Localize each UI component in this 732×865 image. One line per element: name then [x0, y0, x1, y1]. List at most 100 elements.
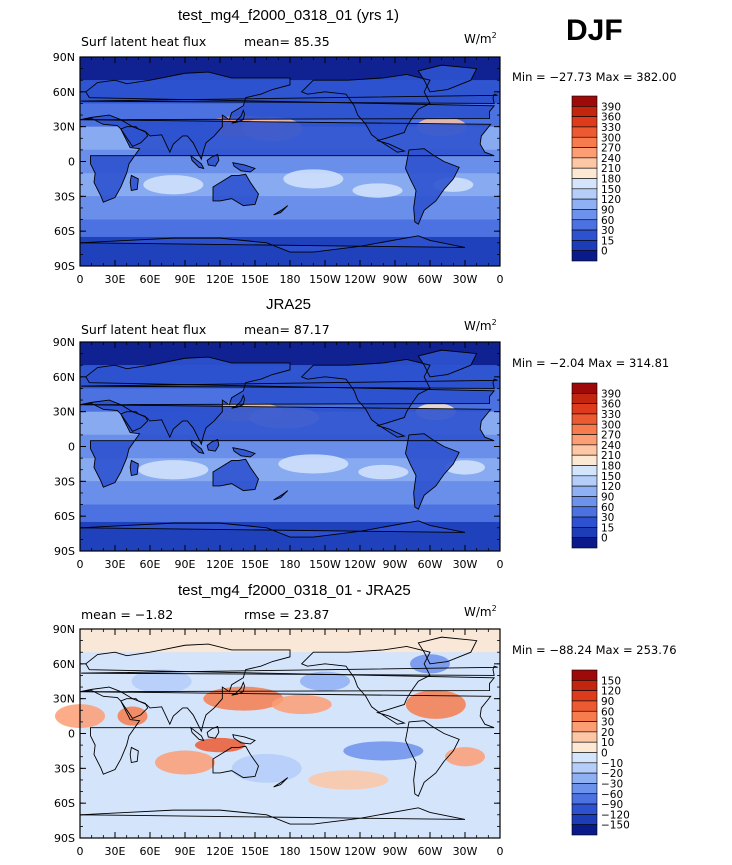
- colorbar-label: 120: [601, 194, 621, 206]
- colorbar-swatch: [571, 157, 598, 169]
- colorbar-swatch: [571, 219, 598, 231]
- panel-1-units: W/m2: [464, 31, 497, 46]
- coast-southAmerica: [405, 148, 460, 225]
- lon-tick-label: 180: [280, 845, 301, 858]
- colorbar-swatch: [571, 178, 598, 190]
- colorbar-swatch: [571, 188, 598, 200]
- coast-arabia: [120, 698, 149, 719]
- coast-africa: [79, 690, 495, 775]
- coast-australia: [212, 173, 259, 207]
- colorbar-label: 90: [601, 204, 614, 216]
- lon-tick-label: 0: [77, 558, 84, 571]
- coast-uk: [81, 93, 498, 104]
- lat-tick-label: 90N: [53, 336, 75, 349]
- colorbar-swatch: [571, 537, 598, 549]
- colorbar-swatch: [571, 240, 598, 251]
- colorbar-swatch: [571, 413, 598, 425]
- lat-tick-label: 0: [68, 156, 75, 169]
- lon-tick-label: 60W: [418, 273, 443, 286]
- panel-2-variable-label: Surf latent heat flux: [81, 322, 207, 337]
- lon-tick-label: 0: [497, 273, 504, 286]
- colorbar-label: 300: [601, 419, 621, 431]
- lat-tick-label: 90N: [53, 623, 75, 636]
- panel-2-field: [80, 342, 500, 551]
- colorbar-swatch: [571, 803, 598, 815]
- colorbar-swatch: [571, 434, 598, 446]
- colorbar-label: −90: [601, 799, 623, 811]
- colorbar-swatch: [571, 209, 598, 221]
- lon-tick-label: 0: [77, 845, 84, 858]
- lon-tick-label: 120W: [344, 558, 376, 571]
- lat-tick-label: 90S: [54, 260, 75, 273]
- lon-tick-label: 90W: [383, 558, 408, 571]
- coast-arabia: [120, 126, 149, 147]
- colorbar-label: 270: [601, 430, 621, 442]
- colorbar-swatch: [571, 793, 598, 805]
- colorbar-label: 360: [601, 112, 621, 124]
- colorbar-label: 90: [601, 491, 614, 503]
- lon-tick-label: 150E: [241, 558, 269, 571]
- colorbar-swatch: [571, 116, 598, 128]
- colorbar-swatch: [571, 167, 598, 179]
- lon-tick-label: 0: [497, 845, 504, 858]
- colorbar-swatch: [571, 700, 598, 712]
- colorbar-label: 180: [601, 174, 621, 186]
- colorbar-label: 240: [601, 440, 621, 452]
- coast-japan: [231, 681, 245, 696]
- colorbar-label: 30: [601, 717, 614, 729]
- lon-tick-label: 120E: [206, 845, 234, 858]
- lon-tick-label: 30W: [453, 558, 478, 571]
- colorbar-swatch: [571, 423, 598, 435]
- lon-tick-label: 60W: [418, 845, 443, 858]
- season-label: DJF: [566, 14, 623, 47]
- lat-tick-label: 90N: [53, 51, 75, 64]
- colorbar-label: 360: [601, 399, 621, 411]
- lon-tick-label: 90E: [175, 558, 196, 571]
- colorbar-swatch: [571, 454, 598, 466]
- lon-tick-label: 0: [77, 273, 84, 286]
- lon-tick-label: 150W: [309, 273, 341, 286]
- lat-tick-label: 60S: [54, 225, 75, 238]
- colorbar-swatch: [571, 250, 598, 262]
- lon-tick-label: 150W: [309, 845, 341, 858]
- lat-tick-label: 60N: [53, 371, 75, 384]
- colorbar-swatch: [571, 824, 598, 836]
- panel-2-title: JRA25: [266, 296, 312, 313]
- colorbar-swatch: [571, 147, 598, 159]
- colorbar-label: 90: [601, 696, 614, 708]
- lat-tick-label: 30N: [53, 693, 75, 706]
- lat-tick-label: 60N: [53, 86, 75, 99]
- colorbar-label: −60: [601, 789, 623, 801]
- colorbar-swatch: [571, 721, 598, 733]
- colorbar-label: 150: [601, 675, 621, 687]
- colorbar-label: 210: [601, 163, 621, 175]
- lon-tick-label: 90E: [175, 273, 196, 286]
- lon-tick-label: 90W: [383, 845, 408, 858]
- lat-tick-label: 30S: [54, 475, 75, 488]
- panel-2-coastlines: [79, 349, 498, 551]
- lon-tick-label: 30E: [105, 558, 126, 571]
- lon-tick-label: 90E: [175, 845, 196, 858]
- colorbar-swatch: [571, 762, 598, 774]
- colorbar-swatch: [571, 669, 598, 681]
- colorbar-label: 60: [601, 706, 614, 718]
- coast-australia: [212, 458, 259, 492]
- colorbar-label: 210: [601, 450, 621, 462]
- colorbar-label: 300: [601, 132, 621, 144]
- coast-northAmerica: [300, 73, 431, 153]
- coast-sumatra: [190, 726, 205, 742]
- colorbar-swatch: [571, 731, 598, 743]
- coast-uk: [81, 378, 498, 389]
- panel-3-title: test_mg4_f2000_0318_01 - JRA25: [178, 582, 411, 599]
- lon-tick-label: 180: [280, 273, 301, 286]
- panel-2-units: W/m2: [464, 318, 497, 333]
- colorbar-swatch: [571, 680, 598, 691]
- coast-southAmerica: [405, 433, 460, 510]
- colorbar-swatch: [571, 516, 598, 528]
- colorbar-label: 390: [601, 101, 621, 113]
- colorbar-swatch: [571, 527, 598, 538]
- colorbar-label: 0: [601, 748, 608, 760]
- lat-tick-label: 30N: [53, 121, 75, 134]
- colorbar-swatch: [571, 106, 598, 117]
